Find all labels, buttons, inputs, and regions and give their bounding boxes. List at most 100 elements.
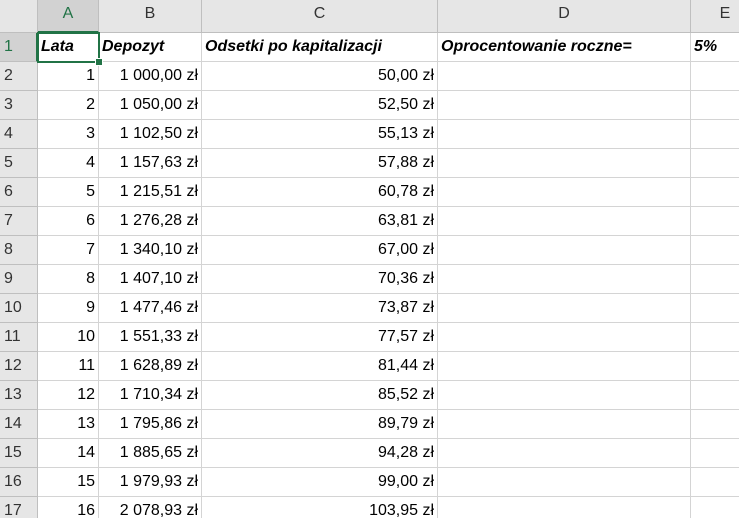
cell[interactable] (691, 352, 739, 381)
cell[interactable]: 1 979,93 zł (99, 468, 202, 497)
row-header[interactable]: 9 (0, 265, 38, 294)
cell[interactable]: 3 (38, 120, 99, 149)
cell[interactable]: 1 157,63 zł (99, 149, 202, 178)
cell[interactable]: 1 407,10 zł (99, 265, 202, 294)
cell[interactable]: 1 215,51 zł (99, 178, 202, 207)
cell[interactable] (438, 497, 691, 518)
column-header[interactable]: D (438, 0, 691, 33)
cell[interactable]: 1 276,28 zł (99, 207, 202, 236)
cell[interactable]: 55,13 zł (202, 120, 438, 149)
cell[interactable] (691, 468, 739, 497)
cell[interactable] (438, 149, 691, 178)
cell[interactable] (438, 62, 691, 91)
cell[interactable] (691, 265, 739, 294)
cell[interactable]: 1 477,46 zł (99, 294, 202, 323)
row-header[interactable]: 14 (0, 410, 38, 439)
row-header[interactable]: 6 (0, 178, 38, 207)
column-header[interactable]: C (202, 0, 438, 33)
cell[interactable]: 9 (38, 294, 99, 323)
cell[interactable] (438, 178, 691, 207)
cell[interactable]: 60,78 zł (202, 178, 438, 207)
cell[interactable]: 1 710,34 zł (99, 381, 202, 410)
row-header[interactable]: 2 (0, 62, 38, 91)
cell[interactable]: 14 (38, 439, 99, 468)
column-header[interactable]: B (99, 0, 202, 33)
cell[interactable]: 12 (38, 381, 99, 410)
cell[interactable] (438, 468, 691, 497)
row-header[interactable]: 4 (0, 120, 38, 149)
cell[interactable]: Odsetki po kapitalizacji (202, 33, 438, 62)
cell[interactable] (691, 178, 739, 207)
cell[interactable] (438, 352, 691, 381)
cell[interactable] (691, 410, 739, 439)
cell[interactable]: 16 (38, 497, 99, 518)
cell[interactable]: 1 (38, 62, 99, 91)
cell[interactable]: 11 (38, 352, 99, 381)
cell[interactable] (438, 294, 691, 323)
cell[interactable]: 7 (38, 236, 99, 265)
row-header[interactable]: 13 (0, 381, 38, 410)
cell[interactable]: 2 (38, 91, 99, 120)
cell[interactable]: 57,88 zł (202, 149, 438, 178)
cell[interactable]: 1 000,00 zł (99, 62, 202, 91)
row-header[interactable]: 12 (0, 352, 38, 381)
cell[interactable]: 1 795,86 zł (99, 410, 202, 439)
cell[interactable] (438, 410, 691, 439)
cell[interactable]: 94,28 zł (202, 439, 438, 468)
cell[interactable]: 103,95 zł (202, 497, 438, 518)
cell[interactable]: 1 628,89 zł (99, 352, 202, 381)
cell[interactable] (438, 236, 691, 265)
cell[interactable]: 89,79 zł (202, 410, 438, 439)
cell[interactable] (438, 439, 691, 468)
cell[interactable]: 70,36 zł (202, 265, 438, 294)
cell[interactable] (691, 120, 739, 149)
column-header[interactable]: E (691, 0, 739, 33)
cell[interactable]: 50,00 zł (202, 62, 438, 91)
cell[interactable]: Lata (38, 33, 99, 62)
cell[interactable] (691, 323, 739, 352)
cell[interactable]: 5% (691, 33, 739, 62)
cell[interactable]: 81,44 zł (202, 352, 438, 381)
cell[interactable]: 1 551,33 zł (99, 323, 202, 352)
select-all[interactable] (0, 0, 38, 33)
row-header[interactable]: 16 (0, 468, 38, 497)
cell[interactable]: 1 340,10 zł (99, 236, 202, 265)
row-header[interactable]: 11 (0, 323, 38, 352)
cell[interactable]: 63,81 zł (202, 207, 438, 236)
cell[interactable] (691, 149, 739, 178)
cell[interactable]: 6 (38, 207, 99, 236)
row-header[interactable]: 5 (0, 149, 38, 178)
cell[interactable] (691, 236, 739, 265)
cell[interactable]: 10 (38, 323, 99, 352)
cell[interactable] (438, 91, 691, 120)
cell[interactable]: 73,87 zł (202, 294, 438, 323)
cell[interactable]: 8 (38, 265, 99, 294)
column-header[interactable]: A (38, 0, 99, 33)
cell[interactable]: 99,00 zł (202, 468, 438, 497)
cell[interactable] (691, 62, 739, 91)
cell[interactable]: 85,52 zł (202, 381, 438, 410)
cell[interactable] (691, 207, 739, 236)
cell[interactable]: 1 050,00 zł (99, 91, 202, 120)
row-header[interactable]: 10 (0, 294, 38, 323)
cell[interactable] (691, 91, 739, 120)
cell[interactable] (691, 439, 739, 468)
cell[interactable] (691, 381, 739, 410)
cell[interactable] (438, 265, 691, 294)
cell[interactable]: 2 078,93 zł (99, 497, 202, 518)
row-header[interactable]: 7 (0, 207, 38, 236)
cell[interactable]: Oprocentowanie roczne= (438, 33, 691, 62)
cell[interactable]: 4 (38, 149, 99, 178)
cell[interactable]: 5 (38, 178, 99, 207)
row-header[interactable]: 15 (0, 439, 38, 468)
cell[interactable]: 15 (38, 468, 99, 497)
cell[interactable]: Depozyt (99, 33, 202, 62)
fill-handle[interactable] (95, 58, 103, 66)
cell[interactable] (691, 497, 739, 518)
row-header[interactable]: 3 (0, 91, 38, 120)
row-header[interactable]: 1 (0, 33, 38, 62)
cell[interactable] (438, 323, 691, 352)
cell[interactable]: 67,00 zł (202, 236, 438, 265)
row-header[interactable]: 8 (0, 236, 38, 265)
cell[interactable]: 52,50 zł (202, 91, 438, 120)
